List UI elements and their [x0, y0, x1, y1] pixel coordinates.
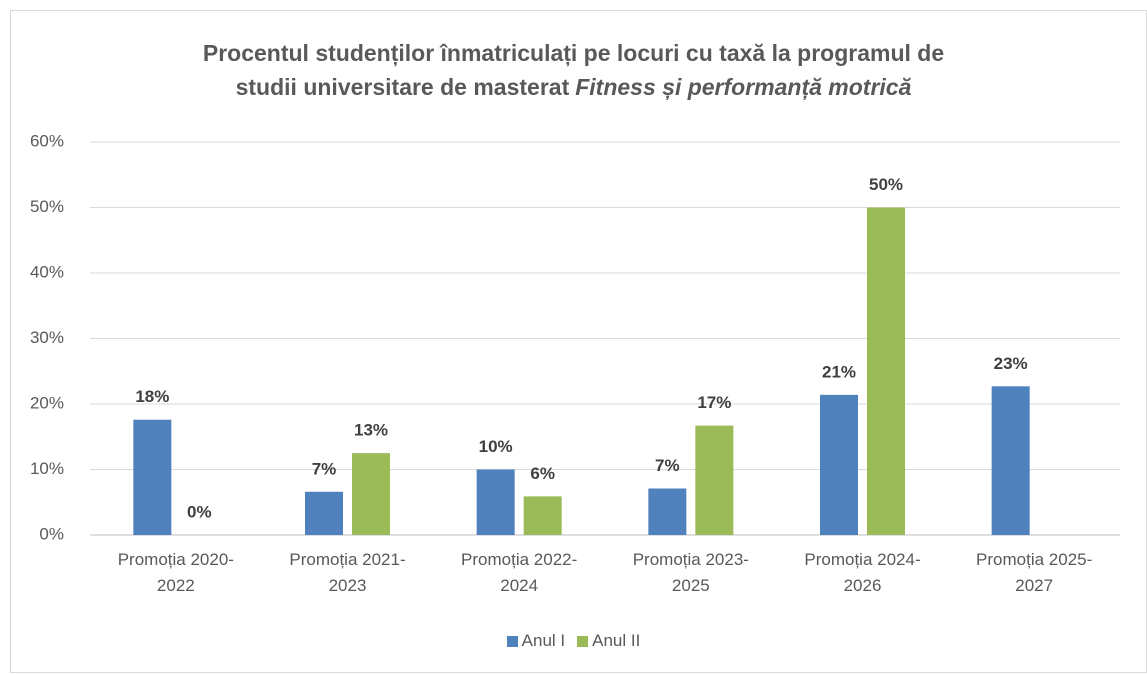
bar: [133, 419, 172, 535]
data-label: 18%: [135, 387, 169, 406]
data-label: 50%: [869, 175, 903, 194]
x-tick-label: Promoția 2020-2022: [117, 550, 234, 595]
title-line: Procentul studenților înmatriculați pe l…: [202, 40, 945, 66]
legend-swatch: [506, 635, 518, 647]
data-label: 17%: [697, 393, 731, 412]
bar: [352, 453, 390, 535]
legend-swatch: [577, 635, 589, 647]
data-label: 13%: [354, 421, 388, 440]
data-label: 21%: [822, 362, 856, 381]
data-label: 7%: [655, 456, 680, 475]
title-line: studii universitare de masterat Fitness ș…: [40, 70, 1107, 104]
data-label: 10%: [479, 437, 513, 456]
bar: [648, 488, 687, 535]
y-tick-label: 10%: [30, 459, 64, 478]
legend-item: Anul II: [577, 631, 640, 651]
legend-label: Anul I: [521, 631, 566, 650]
y-tick-label: 50%: [30, 197, 64, 216]
x-tick-label: Promoția 2021-2023: [289, 550, 406, 595]
data-label: 23%: [994, 354, 1028, 373]
legend-label: Anul II: [592, 631, 641, 650]
y-tick-label: 0%: [39, 524, 64, 543]
bar: [305, 491, 343, 535]
legend: Anul I Anul II: [0, 631, 1147, 652]
y-tick-label: 30%: [30, 328, 64, 347]
data-label: 7%: [312, 459, 337, 478]
x-tick-label: Promoția 2024-2026: [804, 550, 921, 595]
bar: [820, 394, 858, 535]
y-tick-label: 40%: [30, 262, 64, 281]
bar: [476, 469, 515, 535]
data-label: 0%: [187, 502, 212, 521]
x-tick-label: Promoția 2022-2024: [461, 550, 578, 595]
bar: [991, 386, 1030, 535]
title-text: studii universitare de masterat: [235, 74, 570, 100]
y-tick-label: 20%: [30, 393, 64, 412]
bar: [695, 425, 734, 535]
chart-title: Procentul studenților înmatriculați pe l…: [40, 36, 1107, 104]
bar: [523, 496, 562, 535]
x-tick-label: Promoția 2025-2027: [976, 550, 1093, 595]
data-label: 6%: [530, 464, 555, 483]
bar: [867, 207, 905, 535]
title-emphasis: Fitness și performanță motrică: [575, 74, 912, 100]
y-tick-label: 60%: [30, 131, 64, 150]
legend-item: Anul I: [506, 631, 566, 651]
x-tick-label: Promoția 2023-2025: [632, 550, 749, 595]
